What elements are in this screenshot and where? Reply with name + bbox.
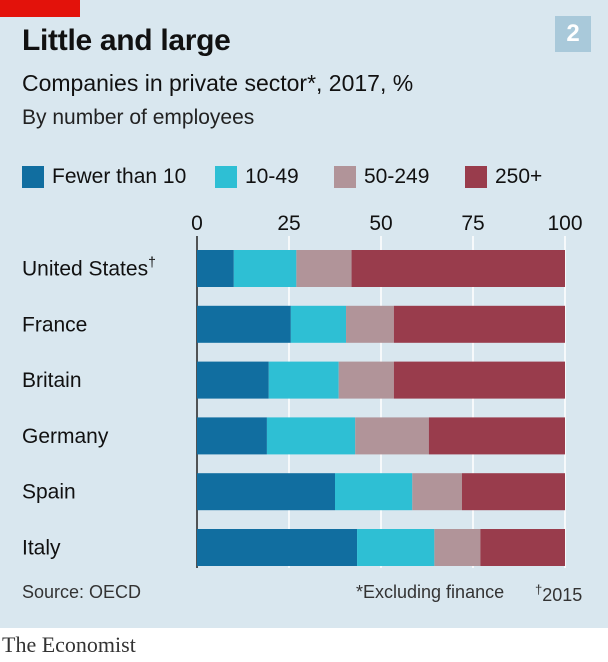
bar-segment [393, 361, 565, 399]
legend-item-50-249: 50-249 [334, 164, 429, 190]
bar-segment [351, 250, 565, 287]
legend-swatch [334, 166, 356, 188]
economist-logo: The Economist [2, 632, 136, 657]
bar-segment [197, 305, 291, 343]
brand-red-tab [0, 0, 80, 17]
bar-segment [338, 361, 394, 399]
legend-item-fewer-than-10: Fewer than 10 [22, 164, 186, 190]
bar-segment [346, 305, 394, 343]
footnote-2015: †2015 [535, 582, 582, 606]
footnote-excluding-finance: *Excluding finance [356, 582, 505, 602]
bar-segment [268, 361, 339, 399]
stacked-bar-chart: 0 25 50 75 100 United States† France Britain Ger… [22, 212, 583, 568]
legend-label: 50-249 [364, 165, 430, 188]
bar-segment [197, 473, 335, 511]
source-note: Source: OECD [22, 582, 142, 602]
category-dagger-mark: † [148, 254, 156, 270]
bar-segment [461, 473, 565, 511]
x-tick-label: 25 [277, 212, 300, 235]
bar-segment [233, 250, 297, 287]
legend-label: 250+ [495, 165, 543, 188]
bar-segment [290, 305, 347, 343]
bar-segment [480, 529, 565, 566]
chart-subtitle: Companies in private sector*, 2017, % [22, 70, 414, 96]
bar-segment [296, 250, 352, 287]
x-tick-label: 0 [191, 212, 203, 235]
bar-segment [393, 305, 565, 343]
legend-swatch [215, 166, 237, 188]
chart-subsubtitle: By number of employees [22, 106, 255, 129]
legend-item-250-plus: 250+ [465, 164, 542, 190]
bar-segment [197, 417, 267, 455]
bar-segment [412, 473, 462, 511]
category-label: United States† [22, 254, 156, 281]
bar-segment [434, 529, 481, 566]
bar-segment [197, 250, 234, 287]
x-tick-label: 75 [461, 212, 484, 235]
legend-item-10-49: 10-49 [215, 164, 299, 190]
legend-label: Fewer than 10 [52, 165, 187, 188]
legend-swatch [22, 166, 44, 188]
legend-label: 10-49 [245, 165, 299, 188]
bar-segment [428, 417, 565, 455]
category-label: Italy [22, 537, 61, 560]
bar-segment [357, 529, 435, 566]
dagger-mark: † [535, 582, 543, 597]
x-tick-label: 50 [369, 212, 392, 235]
category-label: Spain [22, 481, 76, 504]
bar-segment [197, 529, 358, 566]
category-label: France [22, 313, 87, 336]
category-label: Britain [22, 369, 82, 392]
bar-segment [355, 417, 429, 455]
bar-segment [266, 417, 356, 455]
footnote-2015-text: 2015 [542, 585, 583, 605]
bar-segment [197, 361, 269, 399]
chart-number-badge: 2 [555, 16, 591, 52]
bar-segment [335, 473, 413, 511]
category-label: Germany [22, 425, 109, 448]
x-tick-label: 100 [547, 212, 582, 235]
chart-title: Little and large [22, 24, 231, 57]
legend-swatch [465, 166, 487, 188]
